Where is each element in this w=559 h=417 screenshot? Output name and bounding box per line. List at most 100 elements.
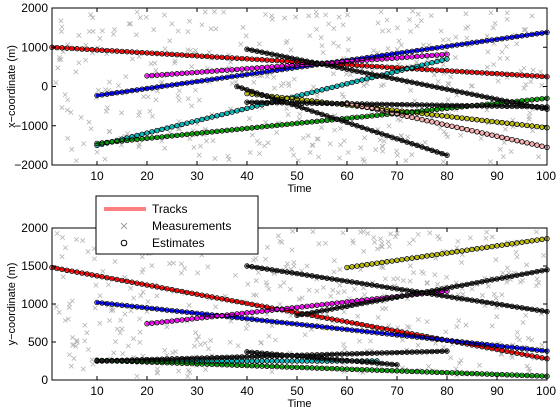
estimate-point (424, 102, 430, 108)
measurement-point (489, 234, 495, 240)
estimate-point (234, 298, 240, 305)
estimate-point (214, 75, 220, 82)
measurement-point (284, 38, 290, 44)
measurement-point (380, 265, 386, 271)
estimate-point (399, 77, 405, 83)
measurement-point (335, 290, 341, 296)
estimate-point (464, 341, 470, 347)
estimate-point (499, 275, 505, 281)
estimate-point (519, 139, 525, 145)
measurement-point (394, 152, 400, 158)
estimate-point (364, 261, 370, 268)
estimate-point (339, 277, 345, 284)
estimate-point (309, 89, 315, 96)
estimate-point (369, 71, 375, 77)
estimate-point (454, 124, 460, 131)
estimate-point (514, 350, 520, 356)
estimate-point (399, 368, 405, 374)
estimate-point (414, 80, 420, 86)
measurement-point (380, 144, 386, 150)
measurement-point (141, 94, 147, 100)
estimate-point (289, 121, 295, 127)
measurement-point (458, 132, 464, 138)
estimate-point (434, 120, 440, 126)
estimate-point (334, 116, 340, 122)
estimate-point (529, 353, 535, 359)
estimate-point (539, 308, 545, 314)
measurement-point (282, 15, 288, 21)
estimate-point (84, 271, 90, 277)
estimate-point (434, 369, 440, 375)
x-tick-label: 40 (240, 169, 254, 183)
estimate-point (134, 132, 140, 139)
estimate-point (184, 316, 190, 323)
estimate-point (269, 353, 275, 359)
estimate-point (119, 136, 125, 142)
estimate-point (299, 120, 305, 126)
estimate-point (479, 341, 485, 347)
measurement-point (315, 136, 321, 142)
estimate-point (289, 305, 295, 311)
measurement-point (269, 369, 275, 375)
estimate-point (174, 356, 180, 362)
measurement-point (221, 9, 227, 15)
measurement-point (291, 152, 297, 158)
estimate-point (159, 51, 165, 57)
estimate-point (349, 101, 355, 107)
estimate-point (519, 372, 525, 379)
measurement-point (338, 142, 344, 148)
estimate-point (209, 361, 215, 368)
x-tick-label: 90 (490, 169, 504, 183)
estimate-point (349, 115, 355, 121)
estimate-point (239, 362, 245, 369)
estimate-point (379, 64, 385, 70)
measurement-point (296, 116, 302, 122)
estimate-point (229, 297, 235, 304)
estimate-point (404, 349, 410, 355)
estimate-point (234, 311, 240, 317)
estimate-point (534, 307, 540, 313)
estimate-point (144, 135, 150, 142)
estimate-point (444, 369, 450, 376)
measurement-point (448, 355, 454, 361)
estimate-point (514, 240, 520, 246)
estimate-point (279, 53, 285, 59)
measurement-point (526, 116, 532, 122)
measurement-point (59, 254, 65, 260)
estimate-point (234, 55, 240, 61)
estimate-point (524, 305, 530, 312)
estimate-point (484, 94, 490, 100)
estimate-point (384, 259, 390, 265)
estimate-point (369, 282, 375, 288)
estimate-point (289, 94, 295, 100)
y-tick-label: 0 (41, 373, 48, 387)
estimate-point (489, 277, 495, 283)
measurement-point (361, 285, 367, 291)
estimate-point (539, 104, 545, 110)
measurement-point (208, 26, 214, 32)
measurement-point (82, 338, 88, 344)
estimate-point (434, 348, 440, 355)
estimate-point (414, 102, 420, 108)
estimate-point (434, 112, 440, 118)
estimate-point (449, 42, 455, 49)
estimate-point (124, 137, 130, 144)
estimate-point (274, 57, 280, 64)
estimate-point (469, 370, 475, 377)
estimate-point (514, 272, 520, 278)
estimate-point (244, 66, 250, 72)
estimate-point (384, 101, 390, 108)
estimate-point (129, 134, 135, 140)
estimate-point (184, 120, 190, 126)
measurement-point (265, 140, 271, 146)
estimate-point (374, 106, 380, 113)
estimate-point (369, 329, 375, 335)
estimate-point (529, 141, 535, 147)
estimate-point (214, 354, 220, 361)
estimate-point (504, 35, 510, 41)
estimate-point (259, 317, 265, 324)
measurement-point (136, 144, 142, 150)
estimate-point (444, 68, 450, 74)
estimate-point (89, 46, 95, 53)
measurement-point (385, 239, 391, 245)
